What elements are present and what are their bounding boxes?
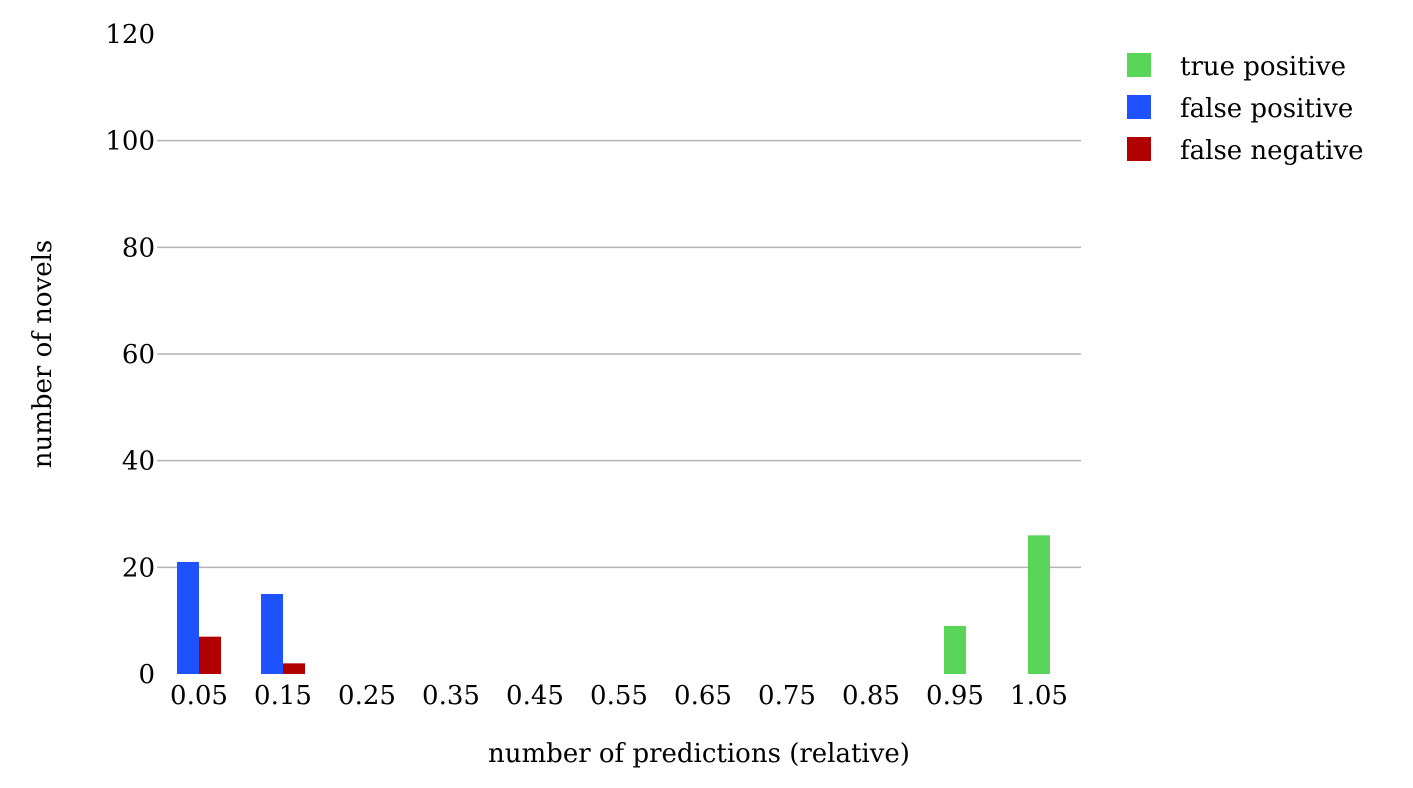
x-tick-label: 0.65 [674, 681, 732, 711]
bar-true-positive [944, 626, 966, 674]
bar-false-positive [177, 562, 199, 674]
x-tick-label: 0.05 [170, 681, 228, 711]
y-tick-label: 60 [122, 340, 155, 370]
y-tick-label: 100 [105, 127, 155, 157]
legend-swatch [1127, 53, 1151, 77]
x-axis-title: number of predictions (relative) [488, 739, 910, 769]
legend: true positive false positive false negativ… [1127, 52, 1364, 166]
legend-swatch [1127, 137, 1151, 161]
x-tick-label: 0.95 [926, 681, 984, 711]
x-tick-label: 1.05 [1010, 681, 1068, 711]
legend-swatch [1127, 95, 1151, 119]
y-tick-label: 40 [122, 447, 155, 477]
x-tick-label: 0.45 [506, 681, 564, 711]
x-tick-label: 0.75 [758, 681, 816, 711]
bar-true-positive [1028, 535, 1050, 674]
x-tick-label: 0.85 [842, 681, 900, 711]
x-tick-label: 0.55 [590, 681, 648, 711]
x-tick-label: 0.15 [254, 681, 312, 711]
legend-label: false positive [1180, 94, 1353, 124]
y-tick-label: 80 [122, 233, 155, 263]
y-axis-title: number of novels [28, 240, 58, 469]
legend-label: true positive [1180, 52, 1346, 82]
y-tick-label: 120 [105, 20, 155, 50]
bar-false-positive [261, 594, 283, 674]
y-tick-label: 0 [138, 660, 155, 690]
y-tick-label: 20 [122, 553, 155, 583]
y-axis-ticks: 0 20 40 60 80 100 120 [105, 20, 155, 690]
x-tick-label: 0.25 [338, 681, 396, 711]
bar-false-negative [283, 663, 305, 674]
bars [177, 535, 1050, 674]
gridlines [157, 139, 1081, 569]
bar-false-negative [199, 636, 221, 674]
legend-label: false negative [1180, 136, 1364, 166]
x-tick-label: 0.35 [422, 681, 480, 711]
x-axis-ticks: 0.05 0.15 0.25 0.35 0.45 0.55 0.65 0.75 0.85 0.95… [170, 681, 1068, 711]
